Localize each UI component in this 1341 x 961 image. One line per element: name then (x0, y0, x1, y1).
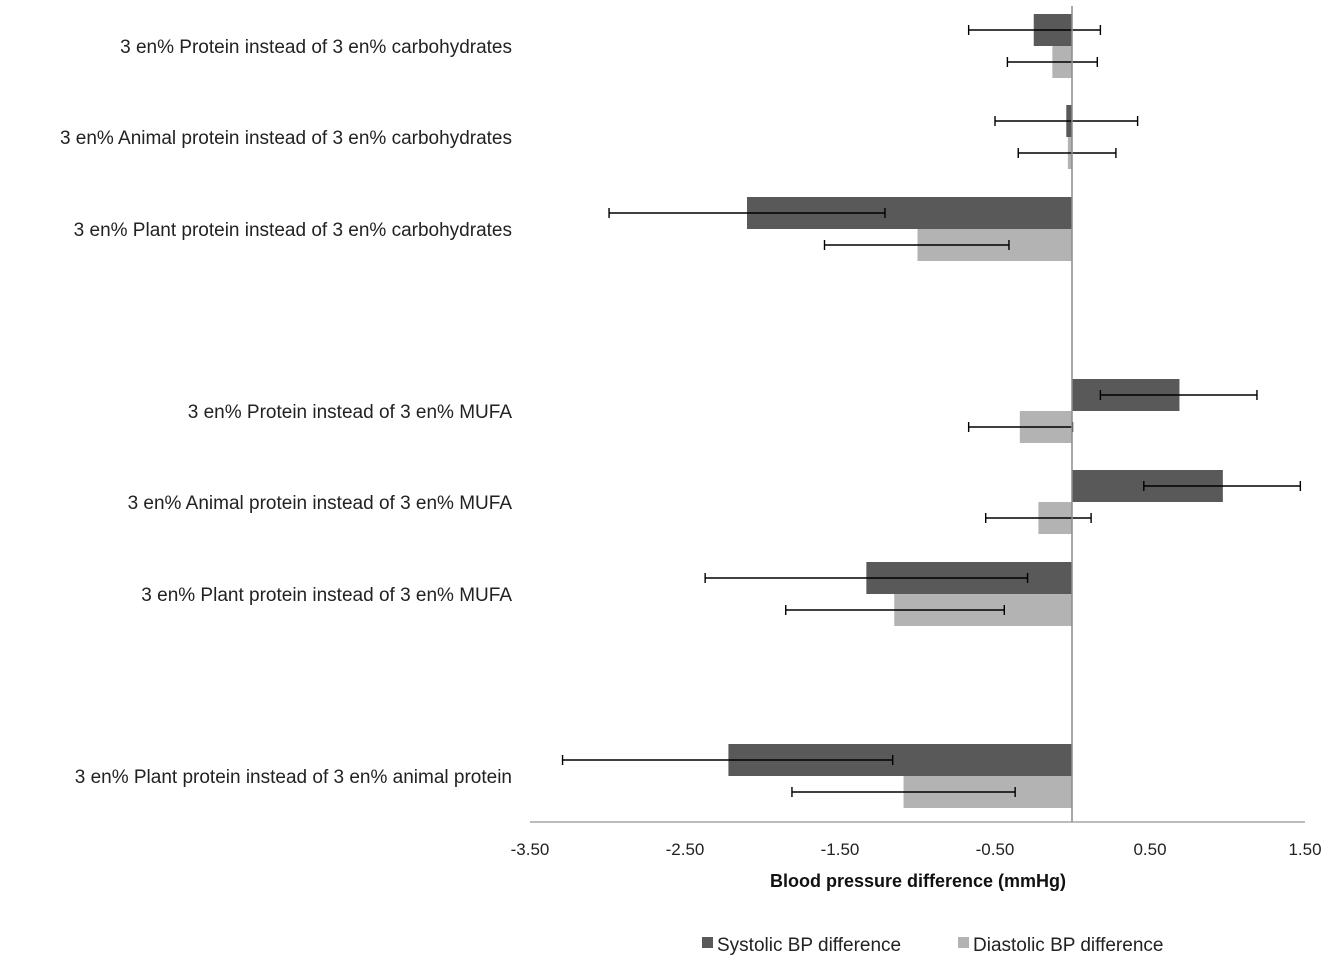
errorbar-layer (561, 25, 1302, 797)
x-tick-label: -0.50 (976, 840, 1015, 859)
legend-swatch-systolic (702, 937, 713, 948)
x-tick-label: -3.50 (511, 840, 550, 859)
x-axis-title: Blood pressure difference (mmHg) (770, 871, 1066, 891)
category-label: 3 en% Plant protein instead of 3 en% car… (74, 220, 512, 241)
x-tick-label: -2.50 (666, 840, 705, 859)
x-tick-label: 0.50 (1133, 840, 1166, 859)
legend-swatch-diastolic (958, 937, 969, 948)
category-label: 3 en% Plant protein instead of 3 en% MUF… (141, 585, 512, 606)
axis-layer (530, 6, 1305, 823)
legend: Systolic BP difference Diastolic BP diff… (702, 935, 1163, 956)
bars-layer (728, 14, 1223, 808)
legend-label-systolic: Systolic BP difference (717, 935, 901, 956)
category-label: 3 en% Protein instead of 3 en% MUFA (188, 402, 513, 423)
x-tick-label: -1.50 (821, 840, 860, 859)
category-label: 3 en% Protein instead of 3 en% carbohydr… (120, 37, 512, 58)
tick-labels: -3.50 -2.50 -1.50 -0.50 0.50 1.50 (511, 840, 1322, 859)
category-label: 3 en% Animal protein instead of 3 en% ca… (60, 128, 512, 149)
category-labels: 3 en% Protein instead of 3 en% carbohydr… (60, 37, 512, 788)
category-label: 3 en% Animal protein instead of 3 en% MU… (128, 493, 513, 514)
legend-label-diastolic: Diastolic BP difference (973, 935, 1163, 956)
category-label: 3 en% Plant protein instead of 3 en% ani… (75, 767, 512, 788)
x-tick-label: 1.50 (1288, 840, 1321, 859)
